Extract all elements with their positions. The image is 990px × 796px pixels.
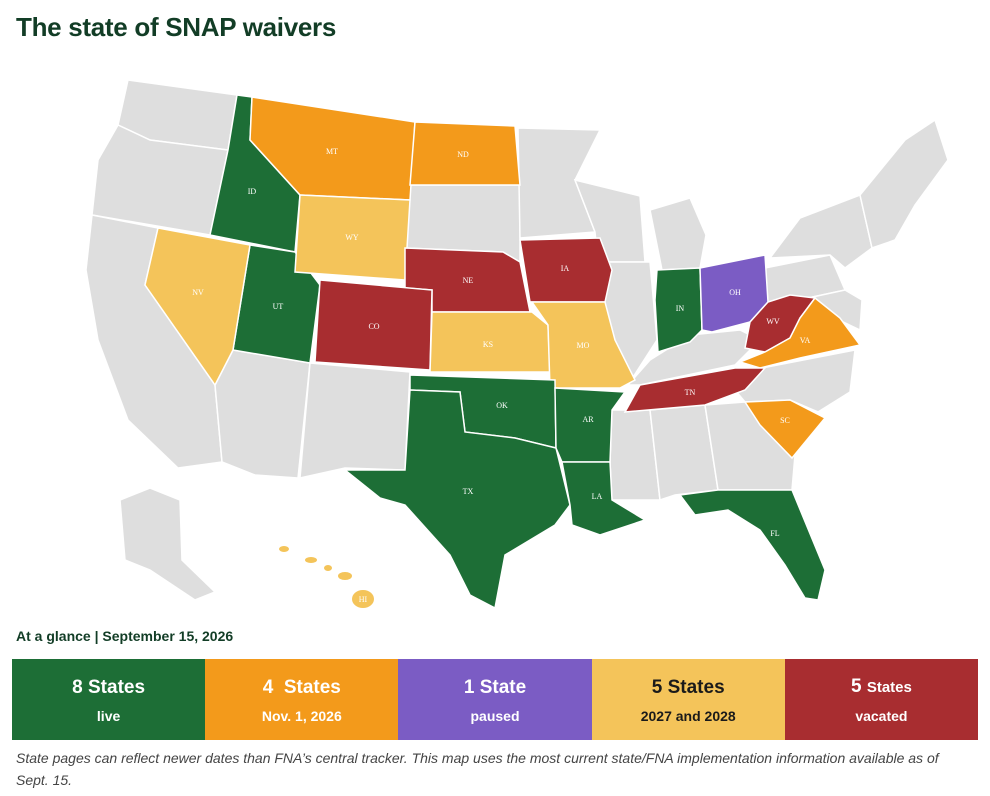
state-mi bbox=[649, 197, 707, 271]
page-title: The state of SNAP waivers bbox=[16, 12, 337, 42]
label-wv: WV bbox=[766, 317, 780, 326]
label-ut: UT bbox=[273, 302, 284, 311]
footnote: State pages can reflect newer dates than… bbox=[16, 750, 939, 788]
state-mo bbox=[530, 301, 636, 389]
unlisted-states bbox=[85, 79, 949, 601]
label-mo: MO bbox=[577, 341, 590, 350]
label-nv: NV bbox=[192, 288, 204, 297]
glance-date: September 15, 2026 bbox=[102, 628, 234, 644]
state-az bbox=[214, 349, 311, 479]
label-sc: SC bbox=[780, 416, 790, 425]
legend-vacated-count-line: 5 States bbox=[851, 675, 912, 700]
label-hi: HI bbox=[359, 595, 368, 604]
legend-nov-status: Nov. 1, 2026 bbox=[261, 707, 342, 724]
label-ar: AR bbox=[582, 415, 594, 424]
legend-later: 5 States 2027 and 2028 bbox=[591, 659, 785, 740]
legend-live: 8 States live bbox=[12, 659, 206, 740]
legend-live-count: 8 States bbox=[72, 676, 146, 698]
legend-nov: 4 States Nov. 1, 2026 bbox=[205, 659, 399, 740]
label-ne: NE bbox=[463, 276, 474, 285]
state-la bbox=[561, 461, 647, 536]
state-ak bbox=[119, 487, 217, 601]
colored-states bbox=[144, 94, 862, 610]
legend-vacated-count-suffix: States bbox=[866, 679, 912, 696]
label-nd: ND bbox=[457, 150, 469, 159]
legend-later-count: 5 States bbox=[651, 676, 725, 698]
label-fl: FL bbox=[770, 529, 779, 538]
legend-nov-count: 4 States bbox=[262, 676, 341, 698]
state-sc bbox=[743, 399, 827, 460]
status-legend: 8 States live 4 States Nov. 1, 2026 1 St… bbox=[12, 659, 979, 740]
glance-label: At a glance bbox=[16, 628, 91, 644]
label-mt: MT bbox=[326, 147, 338, 156]
legend-later-status: 2027 and 2028 bbox=[640, 707, 736, 724]
label-ia: IA bbox=[561, 264, 570, 273]
state-fl bbox=[678, 489, 826, 601]
state-tx bbox=[342, 389, 571, 610]
state-nv bbox=[144, 227, 251, 387]
state-new-england bbox=[859, 118, 949, 249]
state-ia bbox=[519, 237, 613, 303]
legend-vacated-status: vacated bbox=[855, 708, 908, 724]
legend-live-status: live bbox=[96, 707, 121, 724]
label-va: VA bbox=[800, 336, 811, 345]
label-ok: OK bbox=[496, 401, 508, 410]
label-in: IN bbox=[676, 304, 685, 313]
legend-paused-status: paused bbox=[470, 707, 520, 724]
label-oh: OH bbox=[729, 288, 741, 297]
state-tn bbox=[623, 367, 767, 413]
state-hi bbox=[279, 546, 374, 608]
legend-paused-count: 1 State bbox=[463, 676, 527, 698]
state-nm bbox=[299, 362, 411, 479]
state-ga bbox=[704, 401, 796, 491]
label-wy: WY bbox=[345, 233, 359, 242]
legend-vacated-count: 5 bbox=[850, 676, 862, 697]
label-ks: KS bbox=[483, 340, 493, 349]
label-tx: TX bbox=[463, 487, 474, 496]
state-labels: ID UT NV MT WY ND NE CO KS IA MO OK TX A… bbox=[192, 147, 810, 604]
label-co: CO bbox=[368, 322, 379, 331]
legend-vacated: 5 States vacated bbox=[784, 659, 979, 740]
label-la: LA bbox=[592, 492, 603, 501]
state-va bbox=[737, 296, 862, 369]
us-map: ID UT NV MT WY ND NE CO KS IA MO OK TX A… bbox=[85, 79, 949, 610]
label-id: ID bbox=[248, 187, 257, 196]
at-a-glance-line: At a glance | September 15, 2026 bbox=[16, 628, 233, 644]
label-tn: TN bbox=[685, 388, 696, 397]
state-nd bbox=[409, 121, 521, 186]
glance-separator: | bbox=[94, 628, 99, 644]
legend-paused: 1 State paused bbox=[398, 659, 592, 740]
